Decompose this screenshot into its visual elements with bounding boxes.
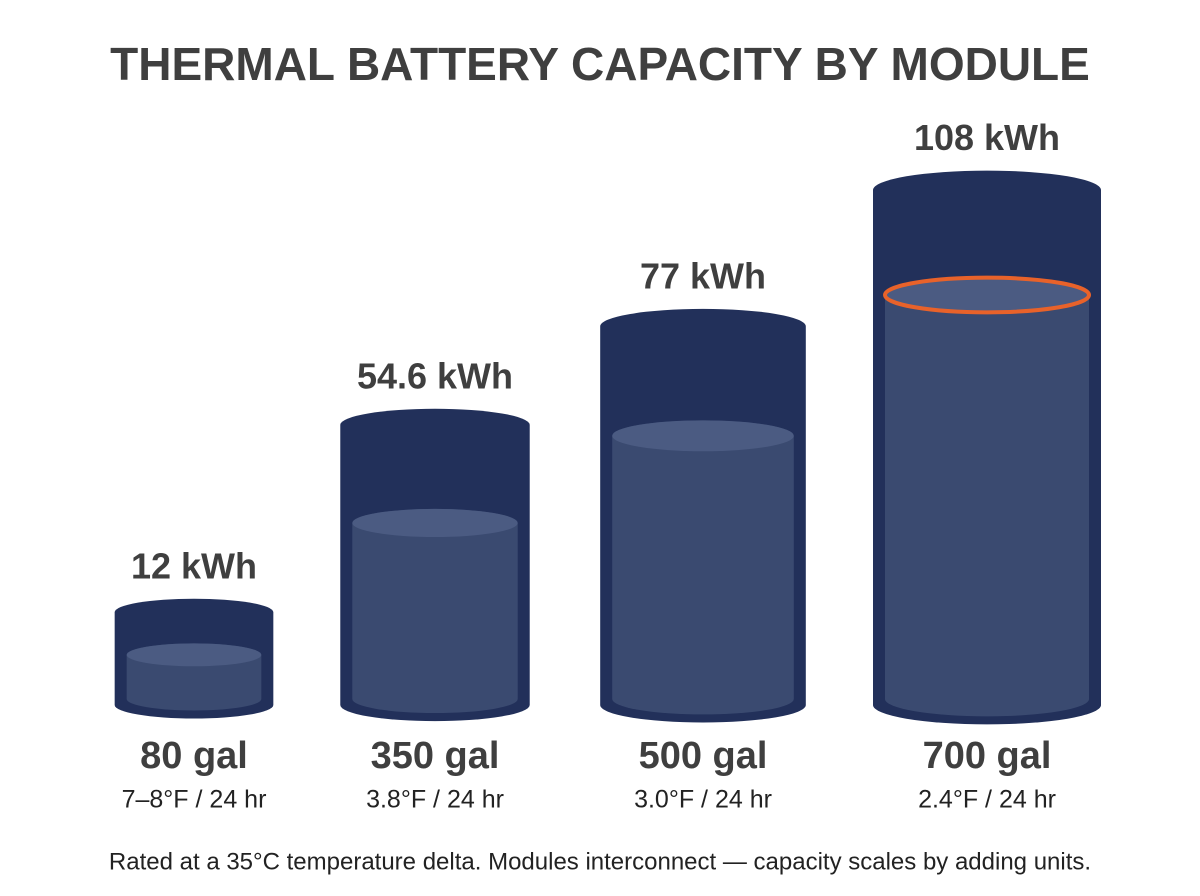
value-label: 77 kWh	[640, 255, 766, 296]
cylinder-fill	[612, 420, 794, 715]
category-sublabel: 7–8°F / 24 hr	[122, 786, 267, 814]
fill-surface	[352, 508, 518, 538]
value-label: 12 kWh	[131, 545, 257, 586]
cylinder	[340, 408, 530, 722]
cylinder-fill	[352, 508, 518, 714]
category-sublabel: 3.8°F / 24 hr	[366, 786, 504, 814]
category-sublabel: 3.0°F / 24 hr	[634, 786, 772, 814]
cylinder	[600, 308, 806, 723]
value-label: 108 kWh	[914, 117, 1060, 158]
fill-surface	[612, 420, 794, 452]
cylinder	[873, 170, 1101, 725]
category-label: 700 gal	[923, 735, 1052, 777]
category-label: 500 gal	[639, 735, 768, 777]
chart-title: THERMAL BATTERY CAPACITY BY MODULE	[110, 38, 1090, 90]
value-label: 54.6 kWh	[357, 355, 513, 396]
category-label: 350 gal	[371, 735, 500, 777]
footnote: Rated at a 35°C temperature delta. Modul…	[109, 848, 1091, 875]
category-sublabel: 2.4°F / 24 hr	[918, 786, 1056, 814]
category-label: 80 gal	[140, 735, 248, 777]
fill-surface	[126, 643, 262, 667]
cylinder-fill	[885, 277, 1089, 717]
cylinder	[114, 598, 274, 719]
fill-surface	[883, 275, 1091, 315]
